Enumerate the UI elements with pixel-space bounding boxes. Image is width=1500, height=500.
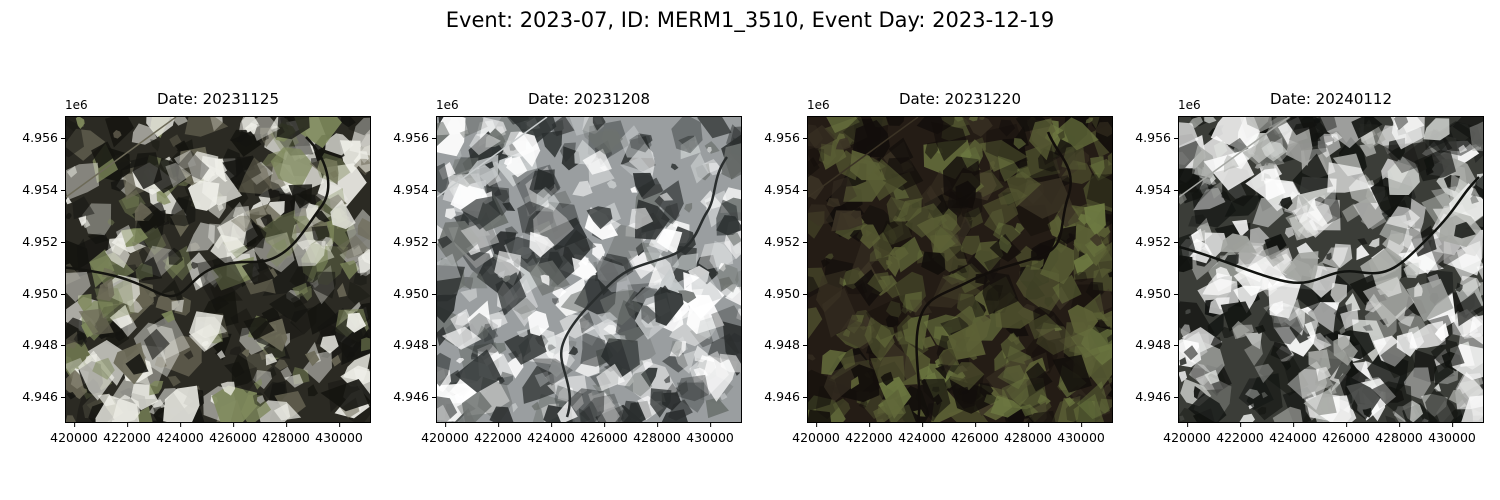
y-axis: 4.956 4.954 4.952 4.950 4.948 4.946 [5, 116, 65, 423]
x-tick-label: 428000 [262, 423, 310, 445]
x-axis: 420000 422000 424000 426000 428000 430000 [1163, 423, 1484, 445]
panel-title: Date: 20231125 [156, 90, 280, 108]
x-tick-label: 422000 [845, 423, 893, 445]
figure-title: Event: 2023-07, ID: MERM1_3510, Event Da… [445, 8, 1055, 32]
y-tick-label: 4.954 [393, 183, 436, 197]
x-tick-label: 426000 [209, 423, 257, 445]
x-tick-label: 420000 [50, 423, 98, 445]
river-feature [915, 131, 1072, 422]
x-tick-label: 428000 [1004, 423, 1052, 445]
panel-title: Date: 20231220 [898, 90, 1022, 108]
y-tick-label: 4.946 [1135, 390, 1178, 404]
x-tick-label: 426000 [580, 423, 628, 445]
y-tick-label: 4.952 [1135, 235, 1178, 249]
x-tick-label: 422000 [103, 423, 151, 445]
x-tick-label: 422000 [1216, 423, 1264, 445]
satellite-rgb-partial-snow [66, 117, 370, 422]
river-feature [1179, 176, 1480, 285]
y-tick-label: 4.950 [393, 287, 436, 301]
river-feature [559, 156, 729, 418]
y-tick-label: 4.956 [764, 131, 807, 145]
x-axis: 420000 422000 424000 426000 428000 430000 [50, 423, 371, 445]
y-tick-label: 4.946 [22, 390, 65, 404]
y-axis-offset-label: 1e6 [807, 98, 830, 112]
x-tick-label: 430000 [1057, 423, 1105, 445]
y-tick-label: 4.950 [1135, 287, 1178, 301]
y-tick-label: 4.956 [393, 131, 436, 145]
y-axis: 4.956 4.954 4.952 4.950 4.948 4.946 [376, 116, 436, 423]
x-tick-label: 430000 [315, 423, 363, 445]
x-tick-label: 426000 [1322, 423, 1370, 445]
satellite-rgb-snow-covered [437, 117, 741, 422]
satellite-image [436, 116, 742, 423]
x-tick-label: 420000 [792, 423, 840, 445]
x-tick-label: 424000 [898, 423, 946, 445]
y-tick-label: 4.946 [764, 390, 807, 404]
satellite-image [807, 116, 1113, 423]
satellite-image [65, 116, 371, 423]
y-tick-label: 4.954 [22, 183, 65, 197]
satellite-image [1178, 116, 1484, 423]
river-feature [66, 136, 330, 298]
panel-2: Date: 20231208 1e6 4.956 4.954 4.952 4.950 4… [393, 90, 742, 445]
x-tick-label: 424000 [1269, 423, 1317, 445]
satellite-rgb-no-snow [808, 117, 1112, 422]
satellite-rgb-heavy-snow [1179, 117, 1483, 422]
y-tick-label: 4.950 [22, 287, 65, 301]
y-tick-label: 4.954 [1135, 183, 1178, 197]
y-tick-label: 4.948 [1135, 338, 1178, 352]
y-axis: 4.956 4.954 4.952 4.950 4.948 4.946 [1118, 116, 1178, 423]
y-axis-offset-label: 1e6 [436, 98, 459, 112]
y-tick-label: 4.956 [1135, 131, 1178, 145]
panel-4: Date: 20240112 1e6 4.956 4.954 4.952 4.950 4… [1135, 90, 1484, 445]
y-tick-label: 4.952 [764, 235, 807, 249]
x-axis: 420000 422000 424000 426000 428000 430000 [792, 423, 1113, 445]
x-tick-label: 420000 [421, 423, 469, 445]
y-tick-label: 4.956 [22, 131, 65, 145]
road-feature [1179, 117, 1290, 198]
x-tick-label: 428000 [633, 423, 681, 445]
x-tick-label: 424000 [156, 423, 204, 445]
y-tick-label: 4.954 [764, 183, 807, 197]
y-tick-label: 4.950 [764, 287, 807, 301]
panel-1: Date: 20231125 1e6 4.956 4.954 4.952 4.950 4… [22, 90, 371, 445]
y-tick-label: 4.948 [22, 338, 65, 352]
panel-title: Date: 20240112 [1269, 90, 1393, 108]
y-tick-label: 4.952 [393, 235, 436, 249]
panel-3: Date: 20231220 1e6 4.956 4.954 4.952 4.950 4… [764, 90, 1113, 445]
y-tick-label: 4.948 [393, 338, 436, 352]
road-feature [437, 117, 548, 198]
x-tick-label: 426000 [951, 423, 999, 445]
panel-title: Date: 20231208 [527, 90, 651, 108]
y-axis-offset-label: 1e6 [1178, 98, 1201, 112]
y-tick-label: 4.952 [22, 235, 65, 249]
x-tick-label: 430000 [686, 423, 734, 445]
y-axis: 4.956 4.954 4.952 4.950 4.948 4.946 [747, 116, 807, 423]
x-axis: 420000 422000 424000 426000 428000 430000 [421, 423, 742, 445]
x-tick-label: 428000 [1375, 423, 1423, 445]
y-axis-offset-label: 1e6 [65, 98, 88, 112]
y-tick-label: 4.946 [393, 390, 436, 404]
y-tick-label: 4.948 [764, 338, 807, 352]
x-tick-label: 422000 [474, 423, 522, 445]
x-tick-label: 424000 [527, 423, 575, 445]
x-tick-label: 430000 [1428, 423, 1476, 445]
road-feature [808, 117, 919, 198]
road-feature [66, 117, 177, 198]
x-tick-label: 420000 [1163, 423, 1211, 445]
